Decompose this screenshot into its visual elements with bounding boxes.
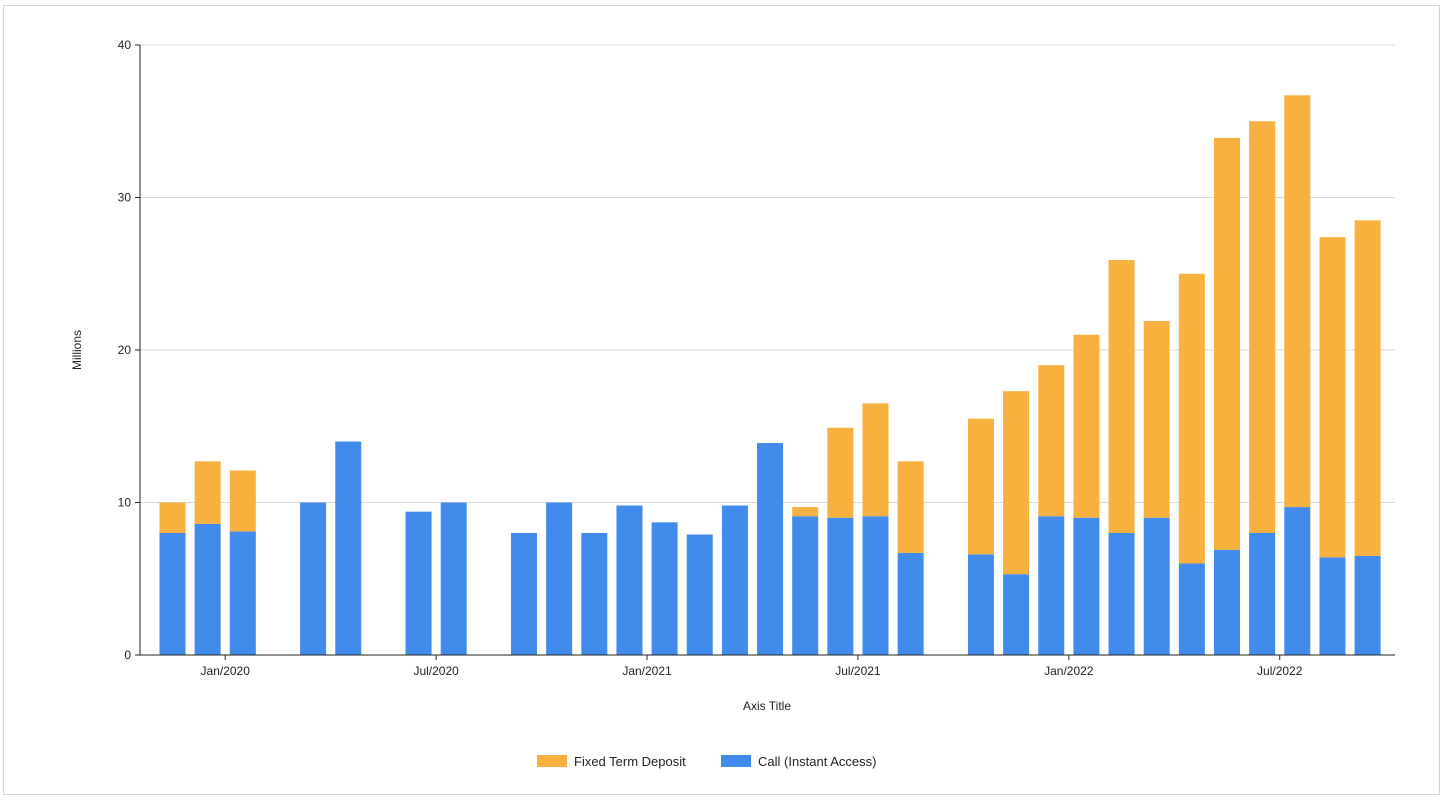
bar-call-instant-access (616, 505, 643, 655)
bar-call-instant-access (1038, 516, 1065, 655)
bar-fixed-term-deposit (1249, 121, 1276, 533)
bar-call-instant-access (546, 502, 573, 655)
bar-fixed-term-deposit (1003, 391, 1030, 575)
legend-swatch-fixed-term-deposit (537, 755, 567, 767)
bar-fixed-term-deposit (229, 470, 256, 532)
axes: 0 10 20 30 40 Jan/2020 Jul/2020 Jan/2021 Jul/202… (118, 38, 1395, 678)
bar-call-instant-access (511, 533, 537, 655)
y-tick-label: 40 (118, 38, 132, 52)
bar-fixed-term-deposit (1038, 365, 1065, 517)
bar-call-instant-access (721, 505, 748, 655)
bar-fixed-term-deposit (1073, 334, 1100, 518)
bar-call-instant-access (194, 523, 221, 655)
legend-swatch-call-instant-access (721, 755, 751, 767)
bar-call-instant-access (827, 517, 854, 655)
bar-fixed-term-deposit (967, 418, 994, 555)
bar-call-instant-access (757, 443, 784, 655)
bar-call-instant-access (229, 531, 256, 655)
bar-call-instant-access (1354, 555, 1381, 655)
bar-call-instant-access (967, 554, 994, 655)
bar-fixed-term-deposit (1319, 237, 1346, 558)
bar-call-instant-access (651, 522, 678, 655)
bar-call-instant-access (1003, 574, 1030, 655)
bar-call-instant-access (1319, 557, 1346, 655)
bar-call-instant-access (1178, 563, 1205, 655)
y-axis-title: Millions (70, 330, 84, 370)
bar-call-instant-access (440, 502, 467, 655)
bar-call-instant-access (1249, 533, 1276, 655)
x-tick-label: Jan/2022 (1044, 664, 1094, 678)
bars (159, 95, 1381, 655)
y-tick-label: 0 (124, 648, 131, 662)
bar-fixed-term-deposit (1108, 260, 1135, 533)
bar-fixed-term-deposit (1143, 321, 1170, 518)
bar-call-instant-access (300, 502, 327, 655)
gridlines (140, 44, 1395, 503)
legend: Fixed Term Deposit Call (Instant Access) (537, 754, 877, 769)
legend-label-fixed-term-deposit: Fixed Term Deposit (574, 754, 686, 769)
bar-call-instant-access (1073, 517, 1100, 655)
bar-fixed-term-deposit (862, 403, 889, 517)
y-tick-label: 20 (118, 343, 132, 357)
y-tick-label: 10 (118, 496, 132, 510)
bar-fixed-term-deposit (827, 427, 854, 518)
x-tick-label: Jul/2020 (413, 664, 459, 678)
y-tick-label: 30 (118, 191, 132, 205)
bar-fixed-term-deposit (194, 461, 221, 524)
bar-fixed-term-deposit (897, 461, 924, 553)
bar-call-instant-access (897, 552, 924, 655)
bar-call-instant-access (686, 534, 713, 655)
x-tick-label: Jul/2021 (835, 664, 881, 678)
x-axis-title: Axis Title (743, 699, 791, 713)
bar-call-instant-access (792, 516, 819, 655)
x-tick-label: Jan/2020 (201, 664, 251, 678)
bar-fixed-term-deposit (792, 507, 819, 517)
bar-call-instant-access (159, 533, 186, 655)
bar-call-instant-access (335, 441, 362, 655)
bar-call-instant-access (581, 533, 608, 655)
bar-fixed-term-deposit (1178, 273, 1205, 564)
bar-call-instant-access (1214, 549, 1240, 655)
bar-fixed-term-deposit (1354, 220, 1381, 556)
x-tick-label: Jul/2022 (1257, 664, 1303, 678)
bar-call-instant-access (862, 516, 889, 655)
bar-call-instant-access (1143, 517, 1170, 655)
bar-fixed-term-deposit (1214, 138, 1240, 550)
bar-call-instant-access (1284, 507, 1311, 655)
bar-fixed-term-deposit (159, 502, 186, 533)
bar-fixed-term-deposit (1284, 95, 1311, 508)
legend-label-call-instant-access: Call (Instant Access) (758, 754, 877, 769)
bar-call-instant-access (405, 511, 432, 655)
x-tick-label: Jan/2021 (622, 664, 672, 678)
bar-call-instant-access (1108, 533, 1135, 655)
